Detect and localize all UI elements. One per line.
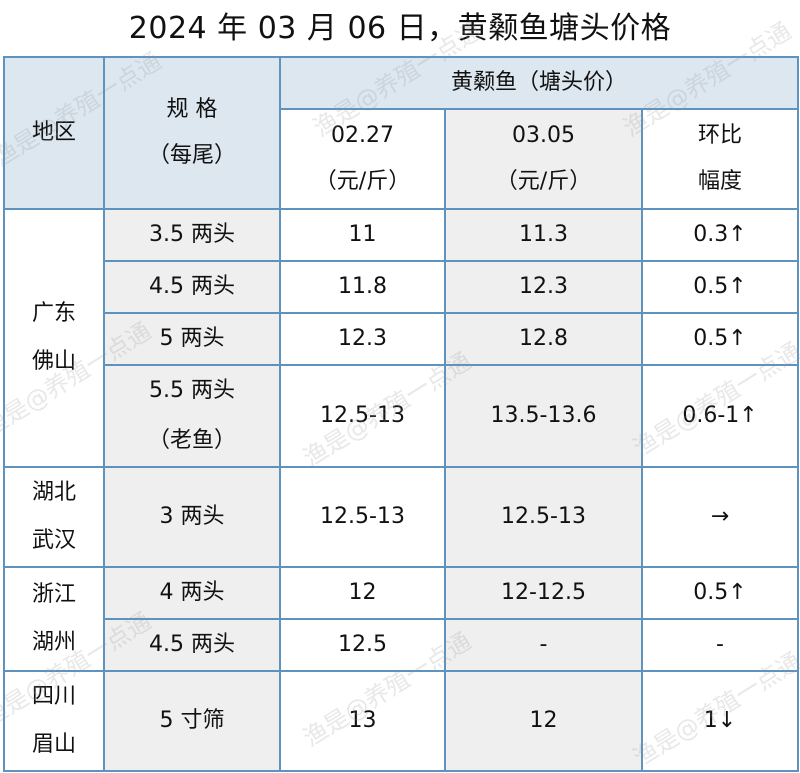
spec-cell: 3.5 两头	[103, 208, 281, 262]
change-cell: 0.6-1↑	[640, 364, 800, 468]
spec-cell: 5.5 两头 （老鱼）	[103, 364, 281, 468]
change-cell: 0.3↑	[640, 208, 800, 262]
header-date1: 02.27 （元/斤）	[279, 108, 446, 210]
price-cell-1: 12	[279, 566, 446, 620]
price-cell-1: 12.5-13	[279, 364, 446, 468]
price-cell-2: 13.5-13.6	[444, 364, 643, 468]
price-cell-2: 11.3	[444, 208, 643, 262]
spec-cell: 5 寸筛	[103, 670, 281, 772]
page-title: 2024 年 03 月 06 日，黄颡鱼塘头价格	[128, 11, 672, 46]
header-date1-line1: 02.27	[331, 123, 394, 148]
change-cell: 1↓	[640, 670, 800, 772]
spec-line1: 5.5 两头	[149, 378, 235, 403]
change-cell: 0.5↑	[640, 566, 800, 620]
price-cell-2: 12	[444, 670, 643, 772]
spec-cell: 4.5 两头	[103, 260, 281, 314]
change-cell: 0.5↑	[640, 312, 800, 366]
header-date2-line1: 03.05	[512, 123, 575, 148]
header-date2: 03.05 （元/斤）	[444, 108, 643, 210]
table-row: 5 两头 12.3 12.8 0.5↑	[4, 312, 800, 366]
region-guangdong: 广东 佛山	[3, 208, 105, 468]
header-group: 黄颡鱼（塘头价）	[278, 56, 800, 110]
change-cell: 0.5↑	[640, 260, 800, 314]
price-cell-2: 12.5-13	[444, 466, 643, 568]
price-cell-1: 11.8	[279, 260, 446, 314]
spec-cell: 4.5 两头	[103, 618, 281, 672]
region-hubei: 湖北 武汉	[3, 466, 105, 568]
spec-cell: 5 两头	[103, 312, 281, 366]
price-cell-2: 12-12.5	[444, 566, 643, 620]
region-line1: 浙江	[31, 582, 76, 607]
price-cell-1: 12.5-13	[279, 466, 446, 568]
table-row: 广东 佛山 3.5 两头 11 11.3 0.3↑	[3, 208, 800, 468]
region-line2: 眉山	[31, 732, 76, 757]
price-cell-2: 12.8	[444, 312, 643, 366]
price-cell-2: 12.3	[444, 260, 643, 314]
table-row: 4.5 两头 11.8 12.3 0.5↑	[4, 260, 800, 314]
spec-cell: 3 两头	[103, 466, 281, 568]
region-line1: 湖北	[31, 480, 76, 505]
price-cell-1: 13	[279, 670, 446, 772]
header-spec-line2: （每尾）	[147, 143, 236, 168]
change-cell: →	[640, 466, 800, 568]
header-change: 环比 幅度	[640, 108, 800, 210]
header-date2-line2: （元/斤）	[495, 169, 592, 194]
header-date1-line2: （元/斤）	[314, 169, 411, 194]
price-cell-1: 12.3	[279, 312, 446, 366]
header-spec: 规 格 （每尾）	[103, 56, 281, 210]
header-change-line1: 环比	[698, 123, 743, 148]
region-line2: 佛山	[31, 349, 76, 374]
table-row: 4.5 两头 12.5 - -	[4, 618, 800, 672]
price-cell-1: 12.5	[279, 618, 446, 672]
region-zhejiang: 浙江 湖州	[3, 566, 105, 672]
region-line2: 武汉	[31, 528, 76, 553]
table-row: 湖北 武汉 3 两头 12.5-13 12.5-13 →	[3, 466, 800, 568]
price-table: 地区 规 格 （每尾） 黄颡鱼（塘头价） 02.27 （元/斤） 03.05 （…	[3, 56, 800, 772]
region-line2: 湖州	[31, 630, 76, 655]
spec-line2: （老鱼）	[147, 428, 236, 453]
spec-cell: 4 两头	[103, 566, 281, 620]
price-cell-2: -	[444, 618, 643, 672]
price-cell-1: 11	[279, 208, 446, 262]
header-region: 地区	[3, 56, 105, 210]
region-sichuan: 四川 眉山	[3, 670, 105, 772]
header-change-line2: 幅度	[698, 169, 743, 194]
table-row: 浙江 湖州 4 两头 12 12-12.5 0.5↑	[3, 566, 800, 672]
region-line1: 广东	[31, 301, 76, 326]
table-row: 四川 眉山 5 寸筛 13 12 1↓	[3, 670, 800, 772]
table-row: 5.5 两头 （老鱼） 12.5-13 13.5-13.6 0.6-1↑	[4, 364, 800, 468]
change-cell: -	[640, 618, 800, 672]
header-spec-line1: 规 格	[166, 97, 218, 122]
region-line1: 四川	[31, 684, 76, 709]
